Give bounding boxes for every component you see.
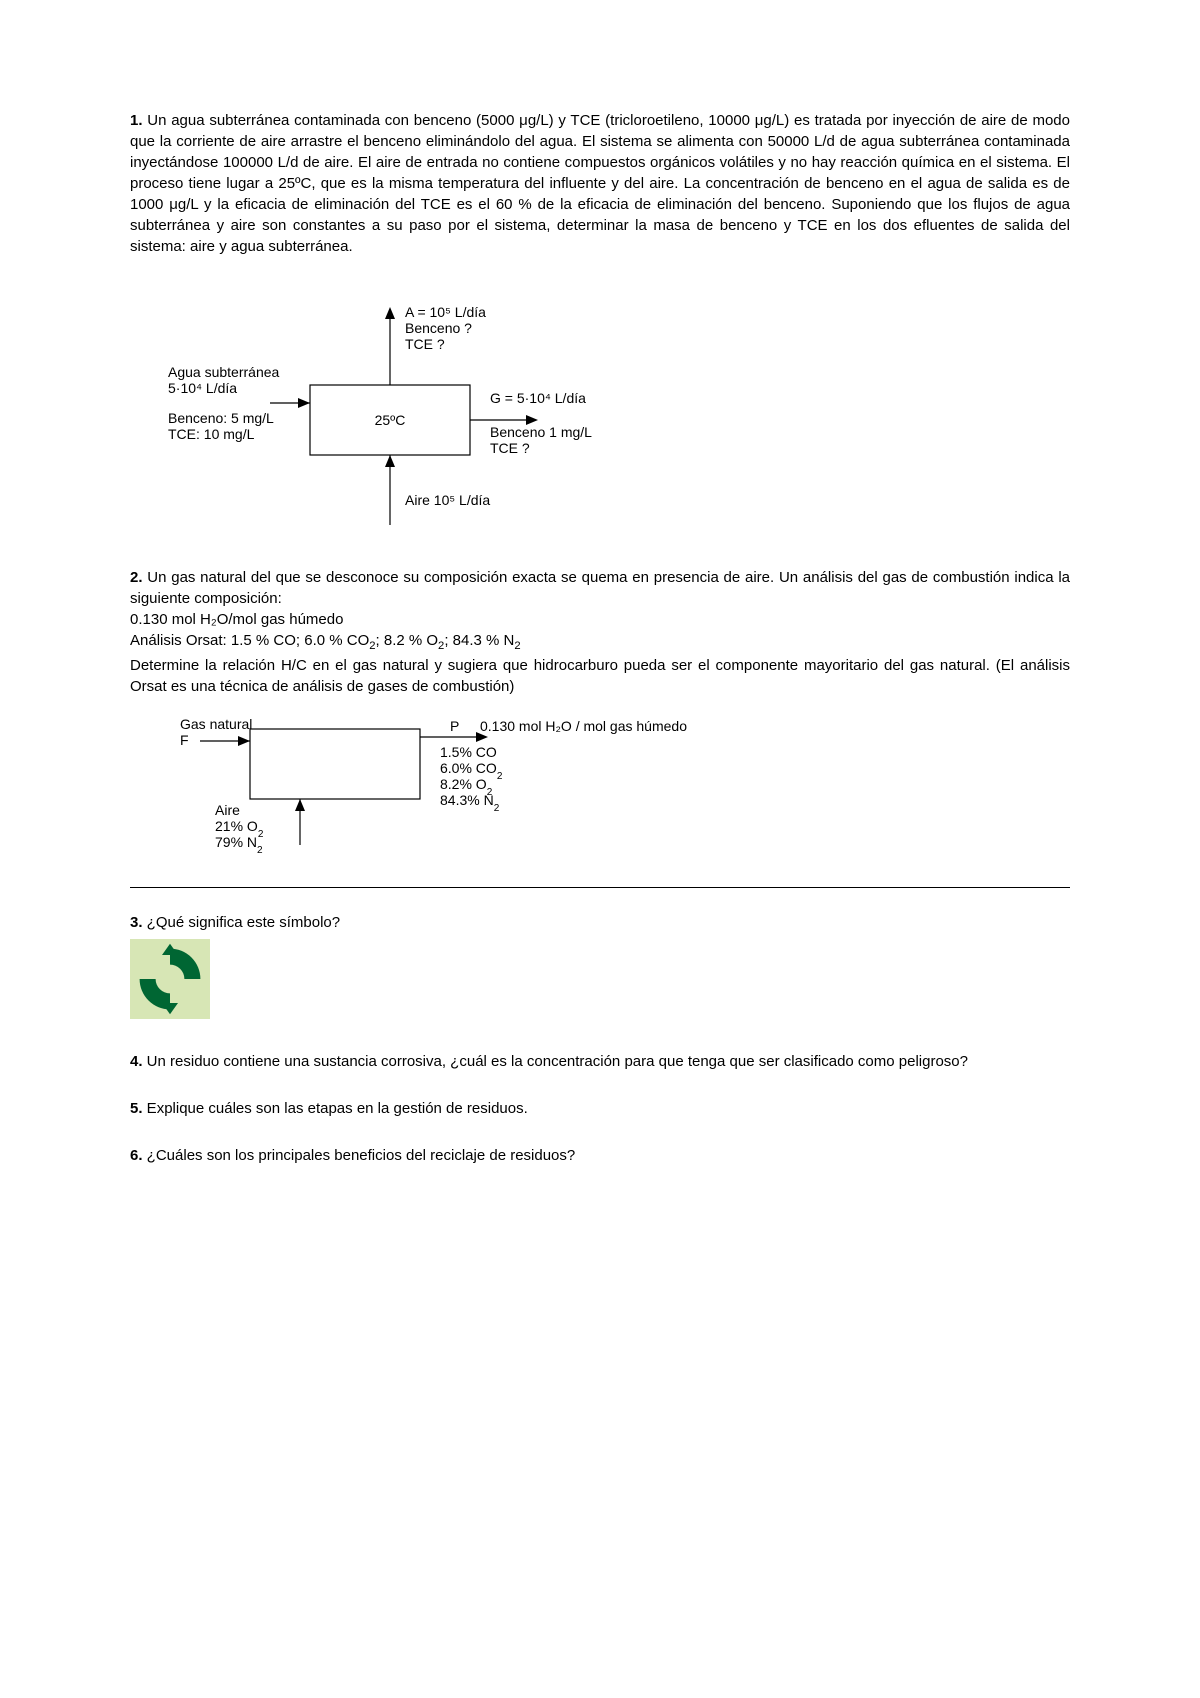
problem-2-orsat: Análisis Orsat: 1.5 % CO; 6.0 % CO2; 8.2…: [130, 632, 521, 649]
diagram-1-box-label: 25ºC: [375, 412, 406, 428]
diagram-1-right-l3: TCE ?: [490, 440, 530, 456]
problem-3-body: ¿Qué significa este símbolo?: [143, 914, 341, 931]
problem-4-text: 4. Un residuo contiene una sustancia cor…: [130, 1051, 1070, 1072]
problem-4-number: 4.: [130, 1053, 143, 1070]
problem-3-number: 3.: [130, 914, 143, 931]
problem-2-number: 2.: [130, 569, 143, 586]
diagram-1-right-l2: Benceno 1 mg/L: [490, 424, 592, 440]
problem-1-text: 1. Un agua subterránea contaminada con b…: [130, 110, 1070, 257]
diagram-1-right-l1: G = 5·10⁴ L/día: [490, 390, 586, 406]
diagram-2-feed-l1: Gas natural: [180, 716, 252, 732]
problem-5-text: 5. Explique cuáles son las etapas en la …: [130, 1098, 1070, 1119]
problem-5: 5. Explique cuáles son las etapas en la …: [130, 1098, 1070, 1119]
diagram-2-p: P: [450, 718, 459, 734]
problem-2-text: 2. Un gas natural del que se desconoce s…: [130, 567, 1070, 697]
problem-5-number: 5.: [130, 1100, 143, 1117]
problem-2-body-a: Un gas natural del que se desconoce su c…: [130, 569, 1070, 607]
problem-4: 4. Un residuo contiene una sustancia cor…: [130, 1051, 1070, 1072]
diagram-1-left-l2: 5·10⁴ L/día: [168, 380, 237, 396]
problem-1-body: Un agua subterránea contaminada con benc…: [130, 112, 1070, 255]
diagram-1: 25ºC A = 10⁵ L/día Benceno ? TCE ? Agua …: [150, 275, 1070, 541]
problem-6-text: 6. ¿Cuáles son los principales beneficio…: [130, 1145, 1070, 1166]
diagram-1-top-l2: Benceno ?: [405, 320, 472, 336]
diagram-1-bottom: Aire 10⁵ L/día: [405, 492, 490, 508]
problem-6-number: 6.: [130, 1147, 143, 1164]
diagram-1-top-l1: A = 10⁵ L/día: [405, 304, 486, 320]
divider: [130, 887, 1070, 888]
diagram-1-left-l4: TCE: 10 mg/L: [168, 426, 255, 442]
problem-2-h2o: 0.130 mol H₂O/mol gas húmedo: [130, 611, 343, 628]
diagram-2-air-l1: Aire: [215, 802, 240, 818]
problem-1: 1. Un agua subterránea contaminada con b…: [130, 110, 1070, 541]
problem-1-number: 1.: [130, 112, 143, 129]
diagram-2: Gas natural F Aire 21% O2 79% N2 P 0.130…: [150, 715, 1070, 861]
problem-2: 2. Un gas natural del que se desconoce s…: [130, 567, 1070, 861]
diagram-1-top-l3: TCE ?: [405, 336, 445, 352]
problem-6-body: ¿Cuáles son los principales beneficios d…: [143, 1147, 576, 1164]
problem-2-body-b: Determine la relación H/C en el gas natu…: [130, 657, 1070, 695]
green-dot-symbol: [130, 939, 1070, 1025]
diagram-1-left-l1: Agua subterránea: [168, 364, 280, 380]
problem-6: 6. ¿Cuáles son los principales beneficio…: [130, 1145, 1070, 1166]
diagram-2-feed-l2: F: [180, 732, 189, 748]
problem-4-body: Un residuo contiene una sustancia corros…: [143, 1053, 968, 1070]
problem-3: 3. ¿Qué significa este símbolo?: [130, 912, 1070, 1025]
problem-3-text: 3. ¿Qué significa este símbolo?: [130, 912, 1070, 933]
diagram-2-out-h2o: 0.130 mol H₂O / mol gas húmedo: [480, 718, 687, 734]
problem-5-body: Explique cuáles son las etapas en la ges…: [143, 1100, 528, 1117]
diagram-2-air-l3: 79% N2: [215, 834, 263, 855]
diagram-2-out-l1: 1.5% CO: [440, 744, 497, 760]
diagram-1-left-l3: Benceno: 5 mg/L: [168, 410, 274, 426]
diagram-2-out-l4: 84.3% N2: [440, 792, 500, 814]
